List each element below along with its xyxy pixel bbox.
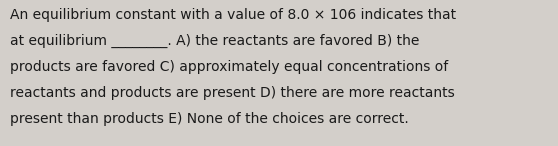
Text: present than products E) None of the choices are correct.: present than products E) None of the cho… (10, 112, 409, 126)
Text: at equilibrium ________. A) the reactants are favored B) the: at equilibrium ________. A) the reactant… (10, 34, 420, 48)
Text: An equilibrium constant with a value of 8.0 × 106 indicates that: An equilibrium constant with a value of … (10, 8, 456, 22)
Text: products are favored C) approximately equal concentrations of: products are favored C) approximately eq… (10, 60, 448, 74)
Text: reactants and products are present D) there are more reactants: reactants and products are present D) th… (10, 86, 455, 100)
